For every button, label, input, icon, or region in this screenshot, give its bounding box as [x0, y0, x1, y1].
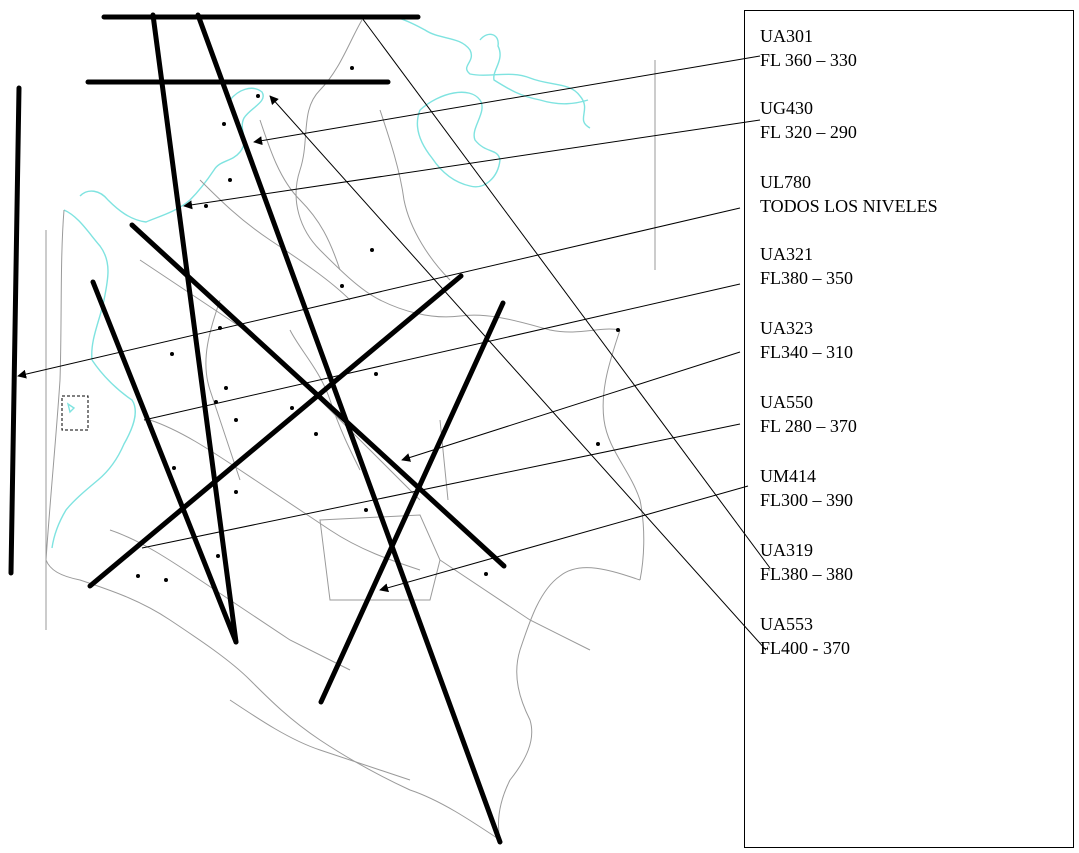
route-code: UA550 [760, 392, 813, 412]
flight-levels: FL 280 – 370 [760, 416, 857, 436]
flight-levels: FL400 - 370 [760, 638, 850, 658]
route-code: UL780 [760, 172, 811, 192]
legend-item: UA301 FL 360 – 330 [760, 24, 857, 72]
legend-panel [744, 10, 1074, 848]
legend-item: UA319 FL380 – 380 [760, 538, 853, 586]
legend-item: UA550 FL 280 – 370 [760, 390, 857, 438]
route-code: UG430 [760, 98, 813, 118]
legend-item: UL780 TODOS LOS NIVELES [760, 170, 938, 218]
route-code: UA553 [760, 614, 813, 634]
route-code: UM414 [760, 466, 817, 486]
airway-routes [8, 12, 507, 845]
flight-levels: FL300 – 390 [760, 490, 854, 510]
route-code: UA319 [760, 540, 813, 560]
legend-item: UM414 FL300 – 390 [760, 464, 853, 512]
flight-levels: FL380 – 350 [760, 268, 854, 288]
route-code: UA301 [760, 26, 813, 46]
flight-levels: TODOS LOS NIVELES [760, 196, 938, 216]
flight-levels: FL 360 – 330 [760, 50, 857, 70]
flight-levels: FL 320 – 290 [760, 122, 857, 142]
coastline [51, 14, 591, 549]
flight-levels: FL380 – 380 [760, 564, 854, 584]
legend-item: UA321 FL380 – 350 [760, 242, 853, 290]
legend-leader-lines [17, 17, 771, 651]
route-code: UA323 [760, 318, 813, 338]
legend-item: UA553 FL400 - 370 [760, 612, 850, 660]
route-code: UA321 [760, 244, 813, 264]
legend-item: UG430 FL 320 – 290 [760, 96, 857, 144]
flight-levels: FL340 – 310 [760, 342, 854, 362]
city-markers [136, 66, 620, 582]
legend-item: UA323 FL340 – 310 [760, 316, 853, 364]
